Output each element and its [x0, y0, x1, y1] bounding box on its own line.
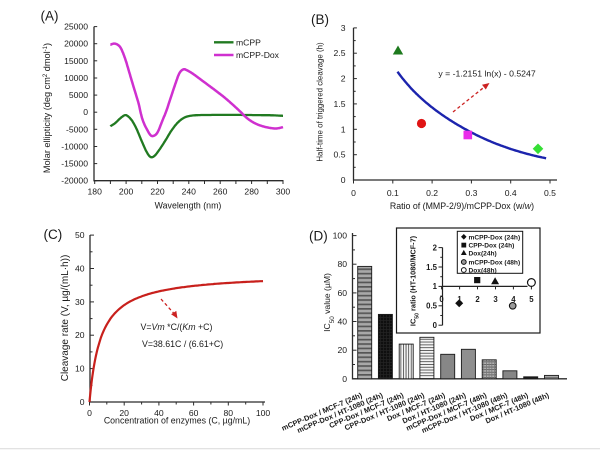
svg-text:260: 260 — [213, 187, 228, 197]
svg-text:0: 0 — [83, 107, 88, 117]
svg-text:100: 100 — [256, 408, 271, 418]
svg-text:CPP-Dox (24h): CPP-Dox (24h) — [469, 243, 515, 250]
svg-text:100: 100 — [333, 231, 348, 241]
svg-text:0.3: 0.3 — [465, 188, 477, 198]
svg-text:10: 10 — [75, 364, 85, 374]
svg-text:5000: 5000 — [69, 90, 88, 100]
svg-text:0.1: 0.1 — [387, 188, 399, 198]
svg-text:-10000: -10000 — [61, 142, 88, 152]
svg-text:80: 80 — [224, 408, 234, 418]
svg-text:(C): (C) — [44, 227, 63, 242]
svg-text:3: 3 — [341, 23, 346, 33]
svg-text:25000: 25000 — [64, 22, 88, 32]
svg-text:-20000: -20000 — [61, 176, 88, 186]
svg-text:40: 40 — [337, 317, 347, 327]
svg-text:30: 30 — [75, 297, 85, 307]
svg-text:60: 60 — [337, 288, 347, 298]
svg-text:50: 50 — [75, 230, 85, 240]
svg-text:4: 4 — [511, 295, 516, 304]
svg-text:2: 2 — [433, 243, 438, 252]
svg-text:300: 300 — [276, 187, 291, 197]
svg-text:1.5: 1.5 — [426, 263, 438, 272]
svg-text:0: 0 — [80, 397, 85, 407]
svg-text:(B): (B) — [311, 12, 329, 27]
svg-text:Cleavage rate (V, µg/(mL·h)): Cleavage rate (V, µg/(mL·h)) — [60, 255, 71, 382]
svg-text:Molar ellipticity (deg cm2 dmo: Molar ellipticity (deg cm2 dmol-1) — [42, 43, 52, 173]
svg-text:-5000: -5000 — [66, 124, 88, 134]
svg-text:10000: 10000 — [64, 73, 88, 83]
svg-text:Half-time of triggered cleavag: Half-time of triggered cleavage (h) — [316, 42, 325, 162]
svg-text:0: 0 — [439, 295, 444, 304]
svg-text:20: 20 — [119, 408, 129, 418]
svg-text:40: 40 — [154, 408, 164, 418]
svg-text:Dox(24h): Dox(24h) — [469, 251, 497, 258]
svg-text:V=38.61C / (6.61+C): V=38.61C / (6.61+C) — [142, 339, 223, 349]
svg-text:0.5: 0.5 — [426, 302, 438, 311]
svg-text:0: 0 — [87, 408, 92, 418]
svg-text:-15000: -15000 — [61, 159, 88, 169]
svg-text:280: 280 — [244, 187, 259, 197]
svg-text:1: 1 — [341, 124, 346, 134]
svg-text:mCPP-Dox (48h): mCPP-Dox (48h) — [469, 259, 521, 266]
svg-text:40: 40 — [75, 264, 85, 274]
svg-text:5: 5 — [529, 295, 534, 304]
svg-text:2.5: 2.5 — [334, 48, 346, 58]
svg-text:20: 20 — [75, 330, 85, 340]
svg-text:2: 2 — [341, 74, 346, 84]
svg-text:0.4: 0.4 — [505, 188, 517, 198]
svg-text:mCPP-Dox (24h): mCPP-Dox (24h) — [469, 235, 521, 242]
svg-text:200: 200 — [119, 187, 134, 197]
svg-text:mCPP-Dox: mCPP-Dox — [236, 50, 280, 60]
svg-text:220: 220 — [150, 187, 165, 197]
svg-text:60: 60 — [189, 408, 199, 418]
svg-text:(D): (D) — [309, 229, 328, 244]
svg-text:Concentration of enzymes (C, µ: Concentration of enzymes (C, µg/mL) — [104, 415, 250, 425]
svg-text:180: 180 — [88, 187, 103, 197]
svg-text:20000: 20000 — [64, 39, 88, 49]
svg-text:(A): (A) — [41, 9, 59, 24]
svg-text:Ratio of (MMP-2/9)/mCPP-Dox (w: Ratio of (MMP-2/9)/mCPP-Dox (w/w) — [390, 201, 534, 211]
svg-text:Dox(48h): Dox(48h) — [469, 267, 497, 274]
svg-text:2: 2 — [475, 295, 480, 304]
svg-text:15000: 15000 — [64, 56, 88, 66]
svg-text:0: 0 — [351, 188, 356, 198]
svg-text:Wavelength (nm): Wavelength (nm) — [155, 201, 222, 211]
svg-text:mCPP: mCPP — [236, 37, 261, 47]
svg-text:3: 3 — [493, 295, 498, 304]
svg-text:y = -1.2151 ln(x) - 0.5247: y = -1.2151 ln(x) - 0.5247 — [438, 69, 535, 79]
svg-text:1: 1 — [457, 295, 462, 304]
svg-text:V=Vm *C/(Km +C): V=Vm *C/(Km +C) — [141, 322, 213, 332]
svg-text:0.5: 0.5 — [544, 188, 556, 198]
svg-text:240: 240 — [182, 187, 197, 197]
svg-text:1.5: 1.5 — [334, 99, 346, 109]
svg-text:0.5: 0.5 — [334, 150, 346, 160]
svg-text:0: 0 — [342, 374, 347, 384]
svg-text:1: 1 — [433, 282, 438, 291]
svg-text:80: 80 — [337, 259, 347, 269]
svg-text:0: 0 — [433, 321, 438, 330]
svg-text:0: 0 — [341, 175, 346, 185]
svg-text:20: 20 — [337, 345, 347, 355]
svg-text:0.2: 0.2 — [426, 188, 438, 198]
